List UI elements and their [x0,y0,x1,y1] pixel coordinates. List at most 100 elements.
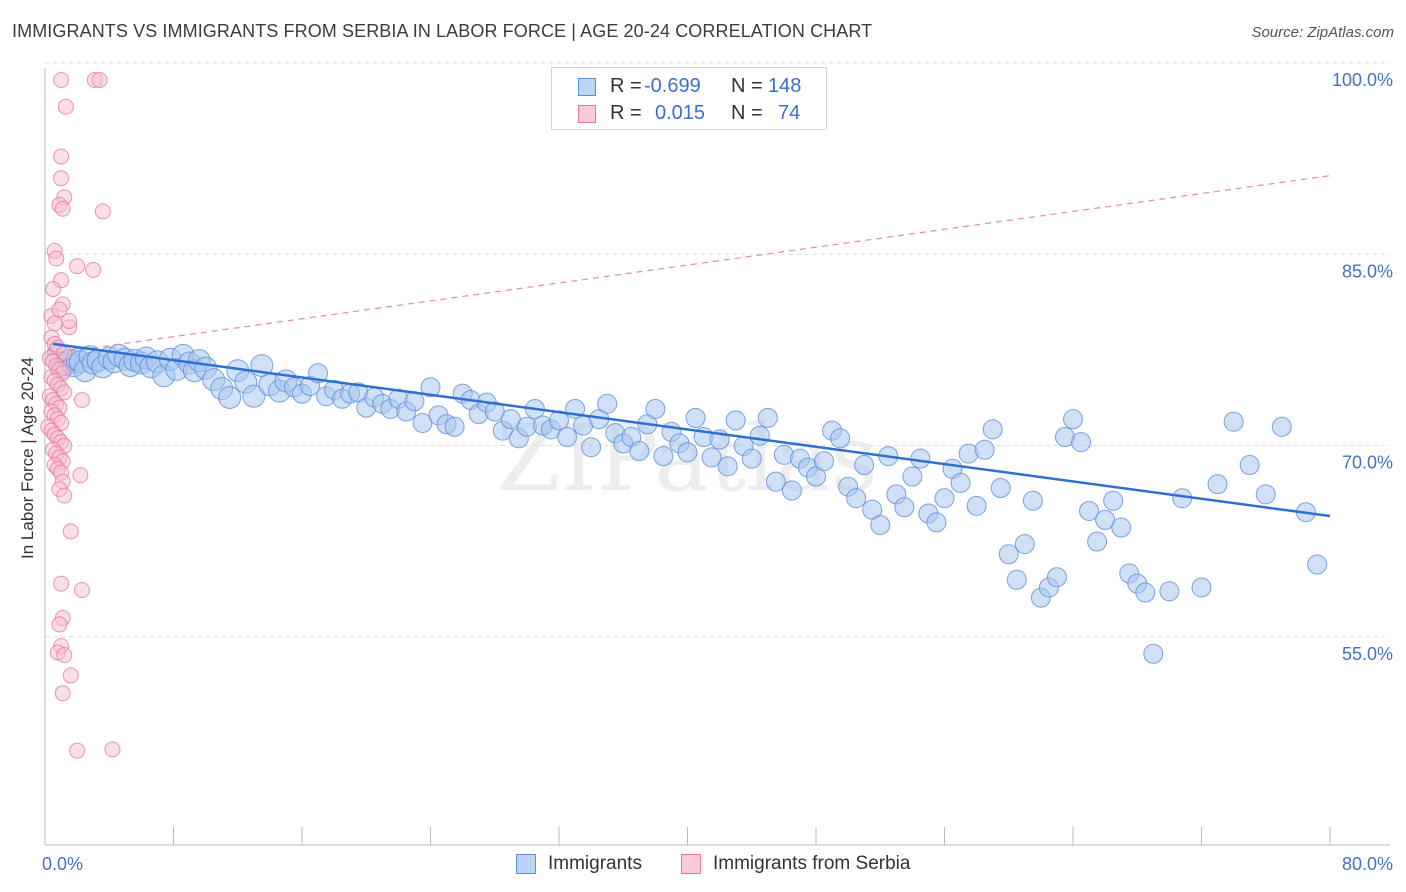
serbia-point [62,667,79,684]
immigrants-point [1063,409,1083,430]
serbia-point [91,72,108,88]
immigrants-point [1014,534,1035,555]
immigrants-point [420,377,441,398]
r-value: -0.699 [644,75,701,97]
serbia-point [56,647,73,664]
tick-labels: 55.0% 70.0% 85.0% 100.0% 0.0% 80.0% [42,70,1393,874]
immigrants-point [1239,455,1260,476]
serbia-point [48,250,65,267]
immigrants-point [597,393,618,414]
serbia-point [104,741,121,758]
immigrants-point [846,488,867,509]
immigrants-point [1079,500,1100,521]
immigrants-point [926,512,947,533]
immigrants-points [46,342,1328,664]
immigrants-point [1159,581,1180,602]
correlation-legend: R = -0.699 N = 148 R = 0.015 N = 74 [551,67,827,130]
legend-label: Immigrants from Serbia [713,853,911,874]
immigrants-point [629,441,650,462]
immigrants-point [982,419,1003,440]
serbia-point [62,523,79,540]
immigrants-point [717,456,738,477]
immigrants-point [1087,531,1108,552]
source-label: Source: ZipAtlas.com [1251,24,1394,41]
immigrants-point [990,478,1011,498]
serbia-point [73,582,90,598]
immigrants-point [830,428,851,449]
serbia-point [53,170,70,187]
y-tick-label: 85.0% [1342,261,1393,281]
serbia-point [53,148,70,165]
y-tick-label: 55.0% [1342,644,1393,664]
n-label: N = [731,102,763,124]
immigrants-point [725,410,746,431]
serbia-point [61,312,78,329]
immigrants-point [581,437,602,458]
immigrants-point [902,466,923,487]
y-tick-label: 100.0% [1332,70,1393,90]
legend-swatch-blue [578,78,596,96]
r-value: 0.015 [655,102,706,124]
immigrants-point [1111,517,1132,538]
serbia-point [54,200,71,217]
x-tick-label: 0.0% [42,854,83,874]
grid-lines [45,62,1390,638]
immigrants-point [894,497,915,518]
immigrants-point [685,407,706,428]
serbia-point [45,281,62,298]
immigrants-point [1207,474,1228,495]
serbia-point [94,203,111,220]
y-tick-label: 70.0% [1342,453,1393,473]
immigrants-point [781,480,802,501]
immigrants-point [950,472,971,493]
serbia-point [69,258,86,275]
x-tick-label: 80.0% [1342,854,1393,874]
trend-lines [48,175,1331,518]
immigrants-point [1071,432,1092,453]
legend-label: Immigrants [548,853,642,874]
n-value: 74 [778,102,801,124]
legend-swatch-blue [516,854,536,874]
legend-swatch-pink [578,105,596,123]
serbia-point [53,575,70,592]
serbia-point [51,301,68,318]
immigrants-point [741,448,762,469]
immigrants-point [1307,554,1328,575]
immigrants-point [677,442,698,463]
immigrants-point [645,398,666,419]
immigrants-point [1095,509,1116,530]
immigrants-point [934,488,955,509]
immigrants-point [870,514,891,535]
immigrants-point [757,407,778,428]
serbia-point [72,467,89,484]
n-label: N = [731,75,763,97]
serbia-point [46,315,63,332]
r-label: R = [610,102,642,124]
immigrants-point [500,409,521,430]
immigrants-point [814,451,835,472]
immigrants-trend-line [52,342,1331,518]
immigrants-point [910,448,931,469]
immigrants-point [242,384,266,408]
serbia-point [53,72,70,88]
immigrants-point [444,416,465,437]
y-axis-label: In Labor Force | Age 20-24 [18,357,37,559]
immigrants-point [701,447,722,468]
immigrants-point [557,427,578,447]
r-label: R = [610,75,642,97]
serbia-point [56,487,73,504]
axes [44,68,1390,846]
immigrants-point [1006,569,1027,590]
legend-swatch-pink [681,854,701,874]
immigrants-point [1143,643,1164,664]
immigrants-point [1046,567,1067,588]
serbia-point [51,616,68,633]
chart-title: IMMIGRANTS VS IMMIGRANTS FROM SERBIA IN … [12,21,873,41]
immigrants-point [966,495,987,516]
serbia-point [57,98,74,115]
immigrants-point [653,446,674,467]
immigrants-point [218,385,242,409]
serbia-point [85,261,102,278]
immigrants-point [1191,577,1212,598]
